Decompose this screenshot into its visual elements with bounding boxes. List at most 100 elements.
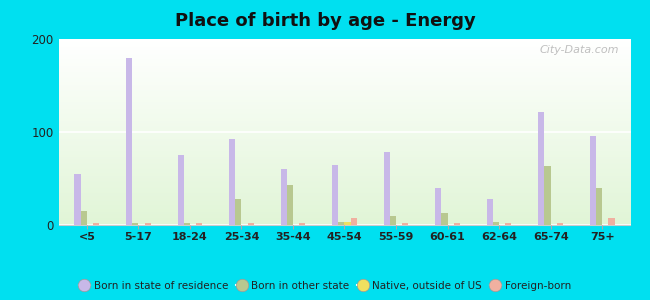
Bar: [58, 125, 630, 126]
Bar: [58, 164, 630, 166]
Bar: [58, 84, 630, 85]
Bar: [58, 203, 630, 204]
Bar: [58, 209, 630, 210]
Bar: [58, 69, 630, 70]
Bar: [58, 179, 630, 180]
Bar: [58, 201, 630, 202]
Bar: [58, 54, 630, 55]
Bar: [58, 65, 630, 66]
Bar: [58, 214, 630, 215]
Bar: [58, 113, 630, 114]
Bar: [58, 122, 630, 123]
Bar: [58, 144, 630, 145]
Bar: [58, 200, 630, 201]
Bar: [545, 167, 551, 225]
Bar: [58, 52, 630, 53]
Bar: [58, 117, 630, 118]
Bar: [58, 191, 630, 193]
Bar: [390, 216, 396, 225]
Bar: [58, 86, 630, 87]
Bar: [58, 119, 630, 120]
Bar: [58, 110, 630, 111]
Bar: [126, 58, 132, 225]
Bar: [58, 224, 630, 225]
Bar: [58, 92, 630, 93]
Bar: [58, 88, 630, 89]
Bar: [58, 101, 630, 102]
Bar: [58, 128, 630, 129]
Bar: [58, 51, 630, 52]
Bar: [58, 96, 630, 97]
Bar: [58, 79, 630, 80]
Bar: [58, 133, 630, 134]
Bar: [58, 87, 630, 88]
Bar: [58, 44, 630, 45]
Bar: [454, 223, 460, 225]
Bar: [58, 85, 630, 86]
Bar: [58, 73, 630, 74]
Bar: [58, 141, 630, 142]
Bar: [58, 83, 630, 84]
Bar: [58, 105, 630, 106]
Bar: [58, 157, 630, 158]
Bar: [58, 41, 630, 42]
Bar: [58, 208, 630, 209]
Bar: [58, 195, 630, 196]
Bar: [144, 223, 151, 225]
Bar: [58, 159, 630, 160]
Bar: [58, 93, 630, 94]
Bar: [177, 155, 184, 225]
Bar: [58, 136, 630, 138]
Bar: [58, 56, 630, 57]
Bar: [344, 222, 351, 225]
Bar: [58, 132, 630, 133]
Bar: [58, 148, 630, 149]
Bar: [58, 193, 630, 194]
Bar: [58, 116, 630, 117]
Bar: [58, 194, 630, 195]
Bar: [58, 55, 630, 56]
Bar: [58, 129, 630, 130]
Bar: [58, 53, 630, 54]
Bar: [58, 91, 630, 92]
Bar: [58, 135, 630, 136]
Bar: [58, 178, 630, 179]
Bar: [58, 70, 630, 71]
Bar: [58, 197, 630, 198]
Bar: [58, 198, 630, 199]
Bar: [58, 149, 630, 150]
Bar: [58, 176, 630, 177]
Bar: [58, 182, 630, 183]
Bar: [58, 89, 630, 90]
Bar: [58, 199, 630, 200]
Bar: [58, 151, 630, 152]
Bar: [58, 78, 630, 79]
Bar: [58, 147, 630, 148]
Bar: [248, 223, 254, 225]
Bar: [58, 211, 630, 212]
Bar: [58, 205, 630, 206]
Bar: [58, 134, 630, 135]
Bar: [58, 216, 630, 217]
Bar: [487, 199, 493, 225]
Bar: [58, 196, 630, 197]
Bar: [58, 81, 630, 82]
Bar: [58, 158, 630, 159]
Bar: [596, 188, 602, 225]
Bar: [58, 169, 630, 170]
Bar: [58, 202, 630, 203]
Bar: [58, 142, 630, 143]
Bar: [58, 45, 630, 46]
Bar: [58, 40, 630, 41]
Bar: [58, 126, 630, 127]
Bar: [590, 136, 596, 225]
Bar: [58, 221, 630, 222]
Bar: [75, 174, 81, 225]
Bar: [58, 219, 630, 220]
Bar: [299, 223, 305, 225]
Bar: [58, 61, 630, 62]
Bar: [58, 120, 630, 121]
Bar: [436, 188, 441, 225]
Bar: [58, 48, 630, 49]
Bar: [58, 222, 630, 223]
